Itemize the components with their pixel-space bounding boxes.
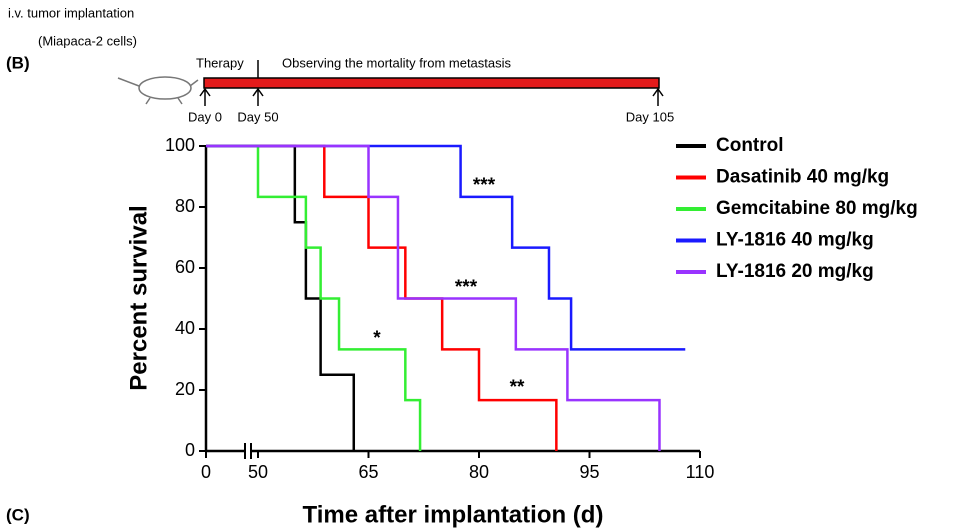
x-tick-label: 65 <box>358 462 378 482</box>
implant-label: (Miapaca-2 cells) <box>38 33 137 48</box>
implant-label: i.v. tumor implantation <box>8 5 134 20</box>
day-label: Day 0 <box>188 109 222 124</box>
legend-label: Control <box>716 135 784 156</box>
survival-line <box>206 144 356 451</box>
significance-label: *** <box>473 175 496 196</box>
panel-label: (C) <box>6 505 30 524</box>
x-tick-label: 80 <box>469 462 489 482</box>
x-tick-label: 0 <box>201 462 211 482</box>
significance-label: *** <box>455 277 478 298</box>
y-tick-label: 60 <box>175 257 195 277</box>
y-tick-label: 100 <box>165 135 195 155</box>
therapy-label: Therapy <box>196 55 244 70</box>
timeline-bar <box>203 77 660 89</box>
panel-label: (B) <box>6 53 30 72</box>
mouse-icon <box>117 76 199 105</box>
day-label: Day 105 <box>626 109 674 124</box>
y-tick-label: 20 <box>175 379 195 399</box>
significance-label: ** <box>510 377 525 398</box>
y-tick-label: 80 <box>175 196 195 216</box>
legend-label: LY-1816 20 mg/kg <box>716 261 874 282</box>
timeline-arrows <box>199 60 664 106</box>
legend-label: Dasatinib 40 mg/kg <box>716 167 889 188</box>
significance-label: * <box>373 328 381 349</box>
axis-break <box>245 443 251 459</box>
survival-line <box>206 144 686 351</box>
legend-label: LY-1816 40 mg/kg <box>716 230 874 251</box>
y-axis-title: Percent survival <box>125 205 152 390</box>
legend-label: Gemcitabine 80 mg/kg <box>716 198 918 219</box>
y-tick-label: 0 <box>185 440 195 460</box>
day-label: Day 50 <box>237 109 278 124</box>
y-tick-label: 40 <box>175 318 195 338</box>
x-tick-label: 95 <box>579 462 599 482</box>
observe-label: Observing the mortality from metastasis <box>282 55 512 70</box>
survival-line <box>206 144 422 451</box>
x-tick-label: 50 <box>248 462 268 482</box>
survival-line <box>206 144 661 451</box>
x-axis-title: Time after implantation (d) <box>303 501 604 528</box>
x-tick-label: 110 <box>686 462 715 482</box>
